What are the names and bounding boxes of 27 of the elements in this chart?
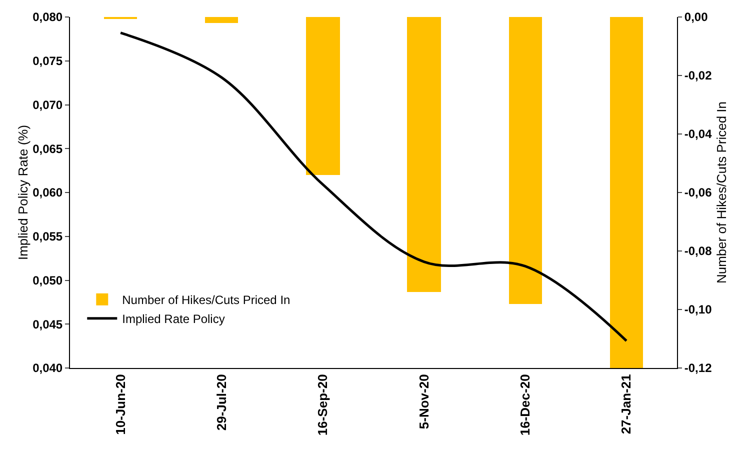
legend-label: Number of Hikes/Cuts Priced In xyxy=(122,293,290,308)
y-tick-label: 0,060 xyxy=(32,186,63,200)
x-tick-label: 16-Dec-20 xyxy=(517,374,532,436)
legend-label: Implied Rate Policy xyxy=(122,312,225,326)
x-tick-label: 5-Nov-20 xyxy=(416,374,432,430)
y-tick-label: 0,075 xyxy=(32,54,63,68)
y-tick-label: 0,070 xyxy=(32,98,63,112)
y2-tick-label: -0,06 xyxy=(684,186,712,200)
y-tick-label: 0,055 xyxy=(32,230,63,244)
x-tick-label: 10-Jun-20 xyxy=(112,374,128,435)
y2-tick-label: -0,12 xyxy=(684,361,712,376)
y2-tick-label: -0,04 xyxy=(684,127,712,142)
y2-tick-label: -0,10 xyxy=(684,302,712,317)
y2-tick-label: 0,00 xyxy=(684,10,708,24)
y-tick-label: 0,040 xyxy=(32,361,63,376)
y2-tick-label: -0,08 xyxy=(684,244,712,258)
y-tick-label: 0,065 xyxy=(32,142,63,156)
x-tick-label: 16-Sep-20 xyxy=(315,374,330,436)
x-tick-label: 27-Jan-21 xyxy=(618,374,634,434)
x-tick-label: 29-Jul-20 xyxy=(214,374,229,431)
y-tick-label: 0,050 xyxy=(32,273,63,288)
y2-axis-title: Number of Hikes/Cuts Priced In xyxy=(714,101,730,284)
line-series xyxy=(119,32,628,342)
y-tick-label: 0,045 xyxy=(32,317,63,332)
y2-tick-label: -0,02 xyxy=(684,68,712,83)
y-axis-title: Implied Policy Rate (%) xyxy=(16,124,31,260)
y-tick-label: 0,080 xyxy=(32,10,63,24)
